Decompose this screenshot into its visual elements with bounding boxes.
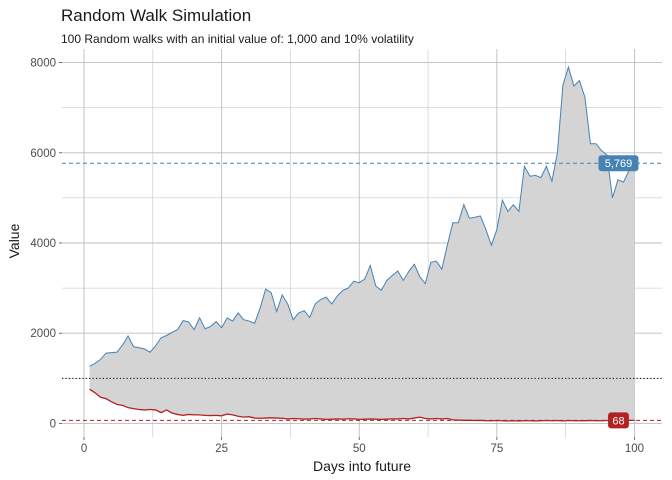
value-band-area — [89, 67, 635, 421]
y-tick-label: 2000 — [30, 328, 56, 340]
badge-max-final — [598, 155, 639, 172]
badge-label-max-final: 5,769 — [605, 158, 633, 170]
x-tick-label: 25 — [215, 443, 228, 455]
x-tick-label: 50 — [353, 443, 366, 455]
x-tick-label: 100 — [625, 443, 644, 455]
value-badges: 5,769 68 — [598, 155, 639, 429]
y-axis-ticks: 0 2000 4000 6000 8000 — [30, 58, 62, 430]
chart-title: Random Walk Simulation — [61, 6, 252, 25]
x-axis-ticks: 0 25 50 75 100 — [81, 437, 644, 455]
min-series-line — [89, 388, 635, 422]
y-tick-label: 6000 — [30, 148, 56, 160]
badge-min-final — [608, 412, 629, 429]
y-axis-label: Value — [6, 223, 22, 258]
y-tick-label: 0 — [50, 418, 56, 430]
x-tick-label: 75 — [490, 443, 503, 455]
chart-subtitle: 100 Random walks with an initial value o… — [61, 32, 414, 46]
x-axis-label: Days into future — [313, 458, 411, 474]
x-tick-label: 0 — [81, 443, 87, 455]
reference-lines — [62, 162, 662, 421]
y-tick-label: 8000 — [30, 58, 56, 70]
badge-label-min-final: 68 — [612, 415, 624, 427]
y-tick-label: 4000 — [30, 238, 56, 250]
max-series-line — [89, 65, 635, 367]
